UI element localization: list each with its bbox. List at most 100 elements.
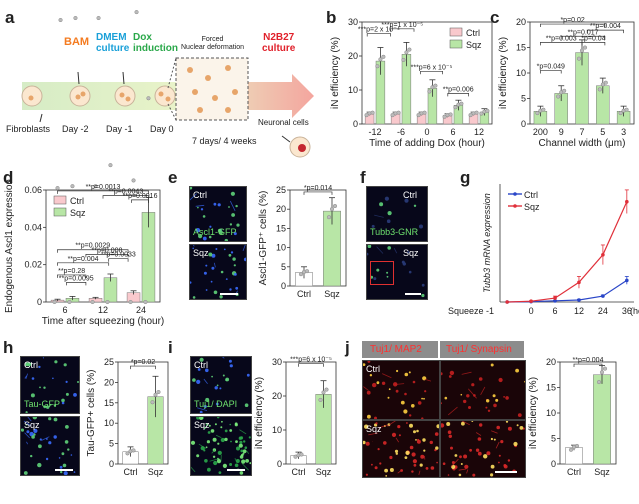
cell-dot (495, 398, 499, 402)
cell-dot (46, 438, 48, 440)
cell-dot (384, 196, 389, 201)
cell-dot (486, 399, 490, 403)
cell-dot (216, 459, 222, 464)
cell-dot (376, 381, 380, 385)
micro-e-ctrl-label: Ctrl (193, 190, 207, 200)
data-point-g (601, 294, 605, 298)
cell-dot (30, 454, 33, 458)
day-dish-4 (154, 85, 176, 107)
day-dish-1 (21, 85, 43, 107)
data-point-h (153, 392, 158, 397)
data-point-c (618, 111, 623, 116)
cell-dot (212, 437, 217, 442)
series-line-ctrl (507, 279, 628, 303)
cell-dot (503, 464, 507, 467)
cell-dot (396, 369, 399, 373)
y-tick-label-d: 0 (37, 297, 42, 307)
y-tick-label-j: 15 (546, 383, 556, 393)
cell-dot (228, 253, 232, 257)
cell-dot (214, 386, 218, 390)
data-point-b (485, 108, 490, 113)
chart-i: 0 10 20 30 iN efficiency (%) Ctrl Sqz ***p=6 x … (254, 357, 337, 477)
micro-i-sqz: Sqz (190, 416, 252, 476)
cell-dot (25, 411, 28, 413)
p-value-label-d: **p=0.0013 (86, 184, 121, 191)
cell-dot (448, 375, 452, 378)
x-axis-label-d: Time after squeezing (hour) (42, 316, 164, 327)
cell-dot (228, 359, 232, 363)
data-point-d (143, 299, 148, 305)
cell-dot (375, 422, 378, 425)
data-point-d (55, 186, 60, 191)
p-value-label-d: **p=0.008 (92, 247, 123, 254)
cell-dot (213, 460, 218, 466)
p-value-label-j: **p=0.004 (573, 357, 604, 364)
y-tick-label-e: 5 (281, 262, 286, 272)
y-tick-label-h: 20 (104, 377, 114, 387)
significance-bracket-d (85, 254, 129, 258)
cell-dot (217, 417, 220, 419)
significance-bracket-d (102, 195, 149, 199)
cell-dot (230, 191, 235, 196)
cell-dot (454, 454, 458, 457)
neurite-line (466, 469, 469, 474)
cell-dot (513, 441, 518, 447)
cell-dot (417, 401, 422, 405)
data-point-d (105, 299, 110, 305)
x-tick-label-e: Sqz (324, 289, 340, 299)
cell-dot (202, 236, 207, 241)
cell-dot (242, 452, 245, 455)
legend-swatch-b (449, 27, 463, 37)
cell-dot (26, 362, 30, 367)
data-point-c (624, 107, 629, 112)
significance-bracket-i (298, 363, 324, 367)
chart-g: Tubb3 mRNA expression Squeeze -1 0 6 12 24 36(… (448, 184, 639, 316)
zoom-inset-box (370, 261, 394, 285)
cell-dot (444, 396, 448, 400)
y-tick-label-d: 0.02 (24, 260, 42, 270)
cell-dot (447, 430, 452, 434)
y-tick-label-b: 10 (348, 85, 358, 95)
cell-dot (404, 198, 409, 203)
data-point-b (390, 113, 395, 118)
cell-dot (38, 365, 41, 369)
x-tick-label-c: 7 (579, 127, 584, 137)
x-tick-label-g: Squeeze -1 (448, 306, 494, 316)
x-tick-label-b: 6 (450, 127, 455, 137)
cell-dot (235, 286, 239, 290)
data-point-b (378, 57, 383, 62)
panel-letter-e: e (168, 168, 178, 187)
cell-dot (409, 423, 413, 428)
cell-dot (436, 424, 439, 429)
data-point-d (93, 184, 98, 189)
cell-dot (483, 454, 488, 459)
data-point-d (128, 299, 133, 305)
p-value-label-h: *p=0.02 (131, 359, 155, 366)
x-tick-label-c: 9 (559, 127, 564, 137)
p-value-label-c: **p=0.017 (568, 29, 599, 36)
micro-j-sqz-b (440, 420, 526, 478)
significance-bracket-c (540, 42, 583, 46)
neurite-line (198, 443, 207, 449)
plot-frame-i (285, 361, 337, 465)
cell-dot (230, 440, 232, 443)
micro-i-stain-label: Tuj1/ DAPI (194, 399, 238, 409)
cell-dot (231, 213, 235, 217)
cell-dot (192, 296, 196, 299)
data-point-g (601, 253, 605, 257)
cell-dot (195, 228, 201, 233)
cell-dot (238, 443, 243, 448)
y-axis-label-c: iN efficiency (%) (498, 37, 509, 109)
cell-dot (200, 208, 204, 211)
neurite-line (491, 430, 498, 434)
x-axis-label-b: Time of adding Dox (hour) (369, 138, 485, 149)
data-point-b (396, 110, 401, 115)
panel-letter-i: i (168, 338, 173, 357)
cell-dot (388, 388, 391, 391)
cell-dot (59, 465, 63, 469)
neurite-line (239, 429, 247, 435)
micro-h-ctrl: Ctrl Tau-GFP (20, 356, 80, 414)
cell-dot (203, 271, 207, 275)
cell-dot (239, 440, 243, 444)
cell-dot (365, 473, 368, 476)
